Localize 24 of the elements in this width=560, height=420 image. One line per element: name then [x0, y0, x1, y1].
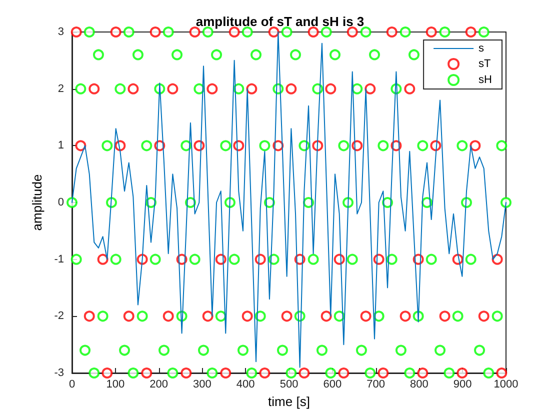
- x-tick-label: 800: [410, 378, 428, 390]
- y-tick-label: -3: [54, 367, 64, 379]
- legend-label: sT: [478, 58, 492, 70]
- y-axis-title: amplitude: [29, 174, 44, 231]
- x-tick-label: 700: [366, 378, 385, 390]
- x-tick-label: 600: [323, 378, 342, 390]
- x-tick-label: 400: [236, 378, 255, 390]
- x-tick-label: 100: [106, 378, 125, 390]
- chart-title: amplitude of sT and sH is 3: [196, 14, 364, 29]
- legend-label: sH: [478, 74, 492, 86]
- x-tick-label: 0: [68, 378, 76, 390]
- y-tick-label: -1: [54, 253, 64, 266]
- y-tick-label: -2: [54, 310, 64, 322]
- y-tick-label: 1: [58, 140, 64, 152]
- x-tick-label: 200: [150, 378, 168, 390]
- x-axis-title: time [s]: [268, 394, 310, 409]
- x-tick-label: 500: [280, 378, 298, 390]
- legend-label: s: [478, 42, 485, 54]
- x-tick-label: 300: [193, 378, 212, 390]
- y-tick-label: 3: [58, 26, 64, 38]
- y-tick-label: 0: [58, 196, 64, 208]
- x-tick-label: 900: [453, 378, 472, 390]
- x-tick-label: 1000: [494, 378, 518, 390]
- y-tick-label: 2: [58, 82, 64, 95]
